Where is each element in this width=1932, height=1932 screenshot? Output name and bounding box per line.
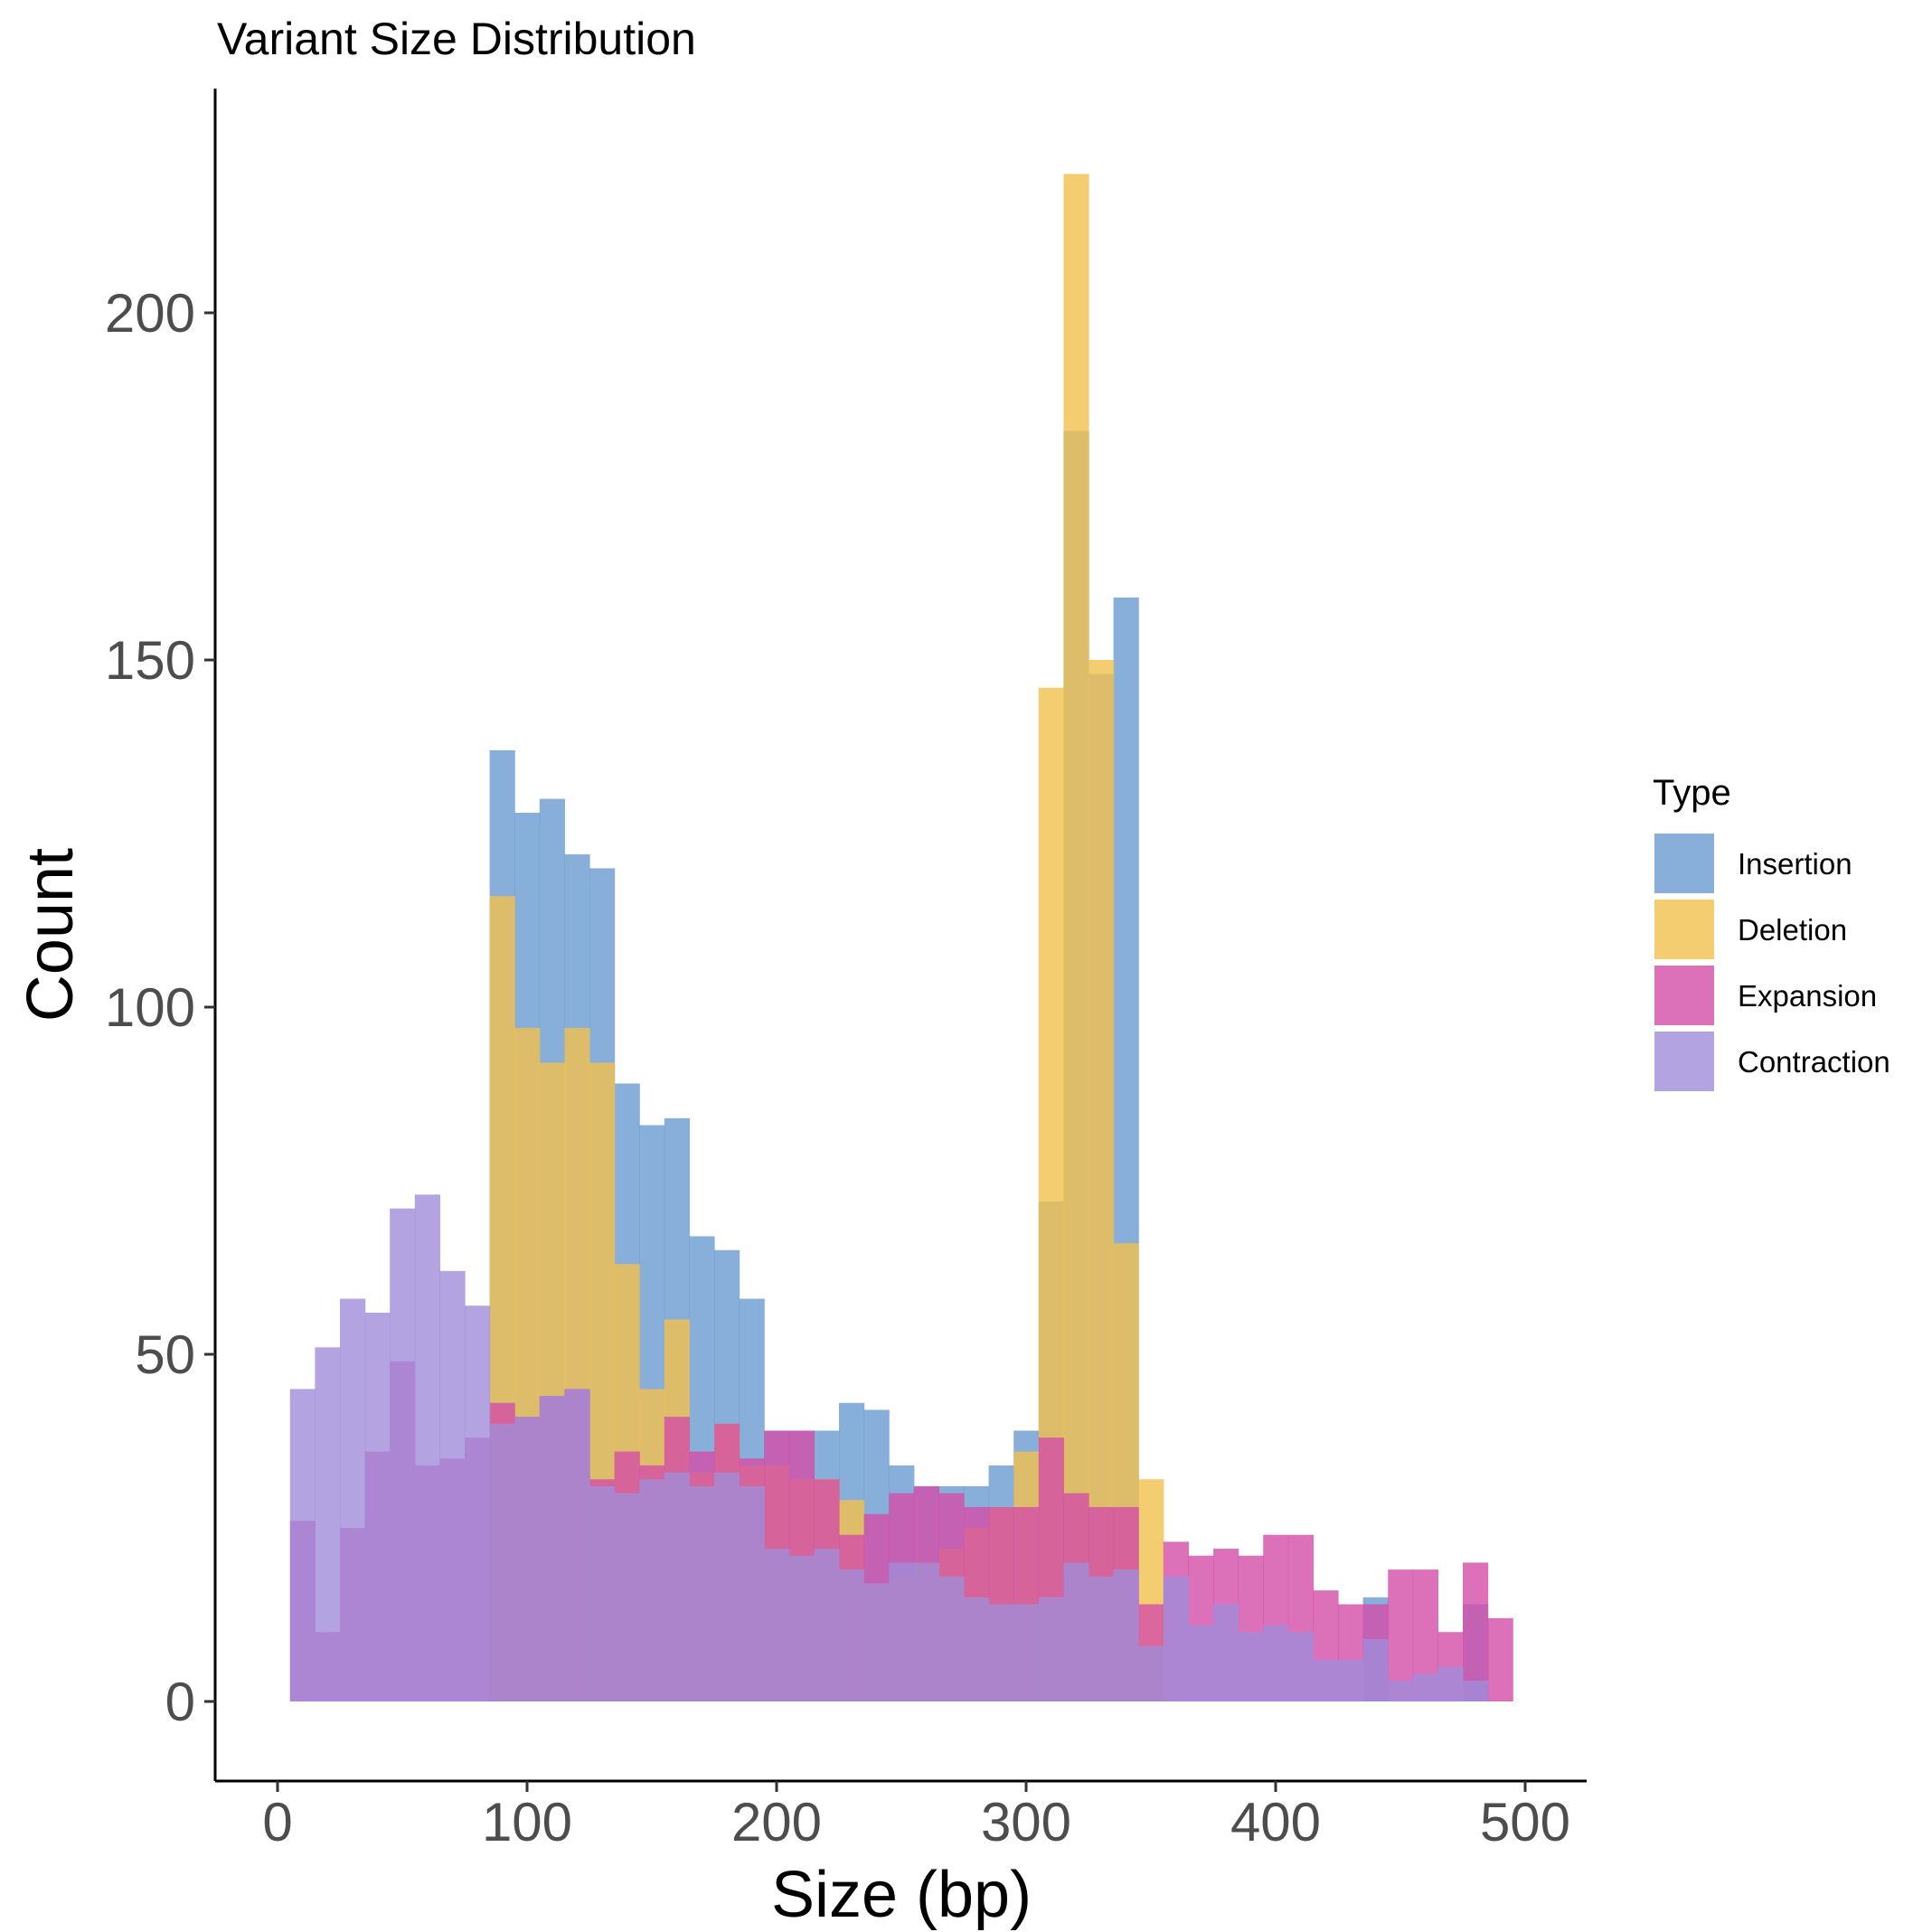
bar-contraction-355 <box>1163 1576 1189 1701</box>
bar-contraction-255 <box>913 1562 939 1701</box>
bar-contraction-285 <box>988 1604 1014 1701</box>
bar-contraction-205 <box>788 1555 815 1701</box>
bar-contraction-415 <box>1313 1659 1339 1701</box>
legend-swatch-insertion <box>1654 834 1714 893</box>
bar-deletion-315 <box>1063 174 1089 1701</box>
y-tick-label: 150 <box>105 630 195 691</box>
bar-contraction-95 <box>514 1417 541 1701</box>
bar-contraction-395 <box>1263 1625 1289 1701</box>
legend-label-insertion: Insertion <box>1738 847 1852 881</box>
bar-contraction-215 <box>814 1549 840 1701</box>
bar-contraction-185 <box>739 1485 765 1701</box>
bar-contraction-325 <box>1089 1576 1115 1701</box>
x-tick-label: 300 <box>981 1792 1071 1852</box>
bar-contraction-195 <box>764 1549 790 1701</box>
x-tick-label: 0 <box>262 1792 292 1852</box>
x-tick-label: 100 <box>482 1792 572 1852</box>
bar-expansion-475 <box>1463 1562 1489 1701</box>
x-axis-ticks: 0 100 200 300 400 500 <box>262 1781 1570 1852</box>
bar-contraction-445 <box>1388 1680 1414 1701</box>
bar-contraction-375 <box>1213 1604 1239 1701</box>
x-tick-label: 200 <box>731 1792 822 1852</box>
bar-contraction-435 <box>1362 1638 1389 1701</box>
x-tick-label: 400 <box>1230 1792 1321 1852</box>
bar-contraction-25 <box>340 1298 366 1701</box>
bar-contraction-15 <box>315 1347 341 1701</box>
bar-contraction-35 <box>364 1312 391 1701</box>
legend-label-expansion: Expansion <box>1738 979 1877 1013</box>
x-axis-title: Size (bp) <box>771 1859 1032 1931</box>
bar-contraction-105 <box>539 1396 565 1701</box>
y-tick-label: 0 <box>165 1672 195 1732</box>
bar-contraction-75 <box>465 1305 491 1701</box>
bar-contraction-405 <box>1287 1632 1314 1701</box>
bar-contraction-145 <box>639 1479 665 1701</box>
chart-title: Variant Size Distribution <box>217 14 696 64</box>
y-axis-ticks: 0 50 100 150 200 <box>105 283 215 1732</box>
bar-contraction-385 <box>1238 1632 1264 1701</box>
bar-contraction-165 <box>689 1485 715 1701</box>
bar-contraction-365 <box>1188 1625 1214 1701</box>
y-axis-title: Count <box>14 848 87 1022</box>
legend-label-deletion: Deletion <box>1738 913 1847 947</box>
bar-contraction-115 <box>564 1389 590 1701</box>
legend-swatch-contraction <box>1654 1032 1714 1091</box>
y-tick-label: 100 <box>105 977 195 1038</box>
bar-contraction-55 <box>414 1194 440 1701</box>
bar-contraction-5 <box>289 1389 316 1701</box>
bar-contraction-345 <box>1138 1645 1164 1701</box>
bar-contraction-155 <box>664 1472 690 1701</box>
y-tick-label: 200 <box>105 283 195 344</box>
bar-expansion-485 <box>1487 1617 1513 1701</box>
bar-contraction-125 <box>589 1485 616 1701</box>
legend-title: Type <box>1653 773 1731 813</box>
bar-contraction-475 <box>1463 1680 1489 1701</box>
bar-contraction-175 <box>714 1472 740 1701</box>
bar-contraction-275 <box>964 1597 990 1701</box>
bar-contraction-85 <box>489 1423 515 1701</box>
y-tick-label: 50 <box>135 1324 195 1385</box>
bar-contraction-65 <box>439 1270 466 1701</box>
bar-contraction-235 <box>863 1583 890 1701</box>
bar-contraction-425 <box>1338 1659 1364 1701</box>
legend-swatch-deletion <box>1654 900 1714 959</box>
histogram-bars <box>289 174 1513 1701</box>
bar-contraction-315 <box>1063 1562 1089 1701</box>
bar-contraction-225 <box>839 1569 865 1701</box>
bar-expansion-445 <box>1388 1569 1414 1701</box>
bar-contraction-265 <box>938 1576 965 1701</box>
x-tick-label: 500 <box>1480 1792 1570 1852</box>
bar-contraction-465 <box>1437 1666 1464 1701</box>
series-contraction <box>289 1194 1489 1701</box>
legend-swatch-expansion <box>1654 966 1714 1025</box>
bar-contraction-335 <box>1113 1569 1139 1701</box>
legend: Type Insertion Deletion Expansion Contracti… <box>1653 773 1890 1091</box>
bar-contraction-305 <box>1038 1597 1064 1701</box>
legend-label-contraction: Contraction <box>1738 1045 1890 1079</box>
bar-contraction-135 <box>614 1493 640 1701</box>
bar-contraction-295 <box>1013 1604 1040 1701</box>
bar-contraction-45 <box>390 1208 416 1701</box>
bar-contraction-455 <box>1412 1673 1438 1701</box>
bar-contraction-245 <box>889 1562 915 1701</box>
